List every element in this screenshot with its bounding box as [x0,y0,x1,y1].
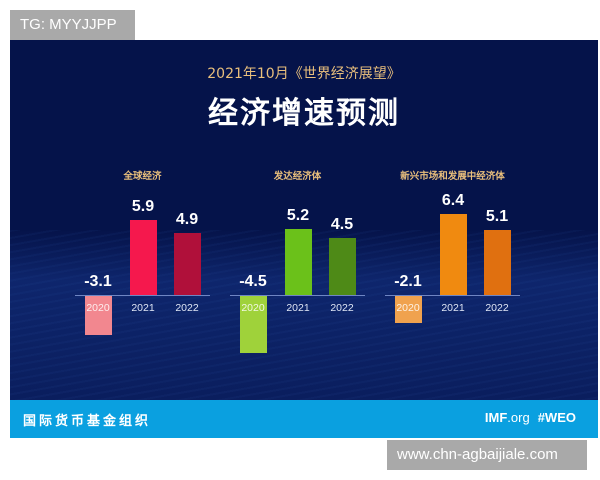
zero-baseline [385,295,520,296]
bar [130,220,157,295]
infographic-panel: 2021年10月《世界经济展望》 经济增速预测 全球经济 -3.1 2020 5.9 2… [10,40,598,438]
year-label: 2022 [175,302,199,314]
bar-value-label: -4.5 [239,273,267,290]
bar [395,296,422,323]
bar-value-label: -3.1 [84,273,112,290]
weo-hashtag: #WEO [537,410,576,425]
group-label: 新兴市场和发展中经济体 [400,171,505,182]
bar-value-label: 6.4 [441,191,465,209]
bar-value-label: 4.9 [175,210,199,228]
bar [329,237,356,295]
bar-value-label: -2.1 [394,273,422,290]
bar [484,230,511,295]
bar [85,296,112,336]
bar-group: 新兴市场和发展中经济体 -2.1 2020 6.4 2021 5.1 2022 [385,158,520,358]
imf-domain: .org [507,410,530,425]
watermark-bottom: www.chn-agbaijiale.com [387,440,587,470]
bar [285,228,312,295]
group-label: 全球经济 [123,171,162,182]
group-label: 发达经济体 [273,171,322,182]
chart-title: 经济增速预测 [208,96,400,131]
year-label: 2021 [131,302,155,314]
bar-group: 发达经济体 -4.5 2020 5.2 2021 4.5 2022 [230,158,365,358]
year-label: 2020 [86,302,110,314]
bar [440,213,467,295]
footer-bar: 国际货币基金组织 IMF.org #WEO [10,400,598,438]
bar-group: 全球经济 -3.1 2020 5.9 2021 4.9 2022 [75,158,210,358]
bar-value-label: 5.2 [286,206,310,224]
bar [240,296,267,354]
year-label: 2020 [241,302,265,314]
watermark-top: TG: MYYJJPP [10,10,135,40]
imf-logo-text: IMF [484,410,508,425]
year-label: 2022 [485,302,509,314]
chart-subtitle: 2021年10月《世界经济展望》 [207,66,401,82]
year-label: 2020 [396,302,420,314]
bar-value-label: 5.9 [131,198,155,216]
year-label: 2021 [441,302,465,314]
year-label: 2021 [286,302,310,314]
year-label: 2022 [330,302,354,314]
bar [174,232,201,295]
bar-value-label: 4.5 [330,215,354,233]
footer-brand: IMF.org #WEO [485,410,576,425]
zero-baseline [75,295,210,296]
bar-value-label: 5.1 [485,208,509,226]
zero-baseline [230,295,365,296]
footer-org-name: 国际货币基金组织 [23,414,152,429]
